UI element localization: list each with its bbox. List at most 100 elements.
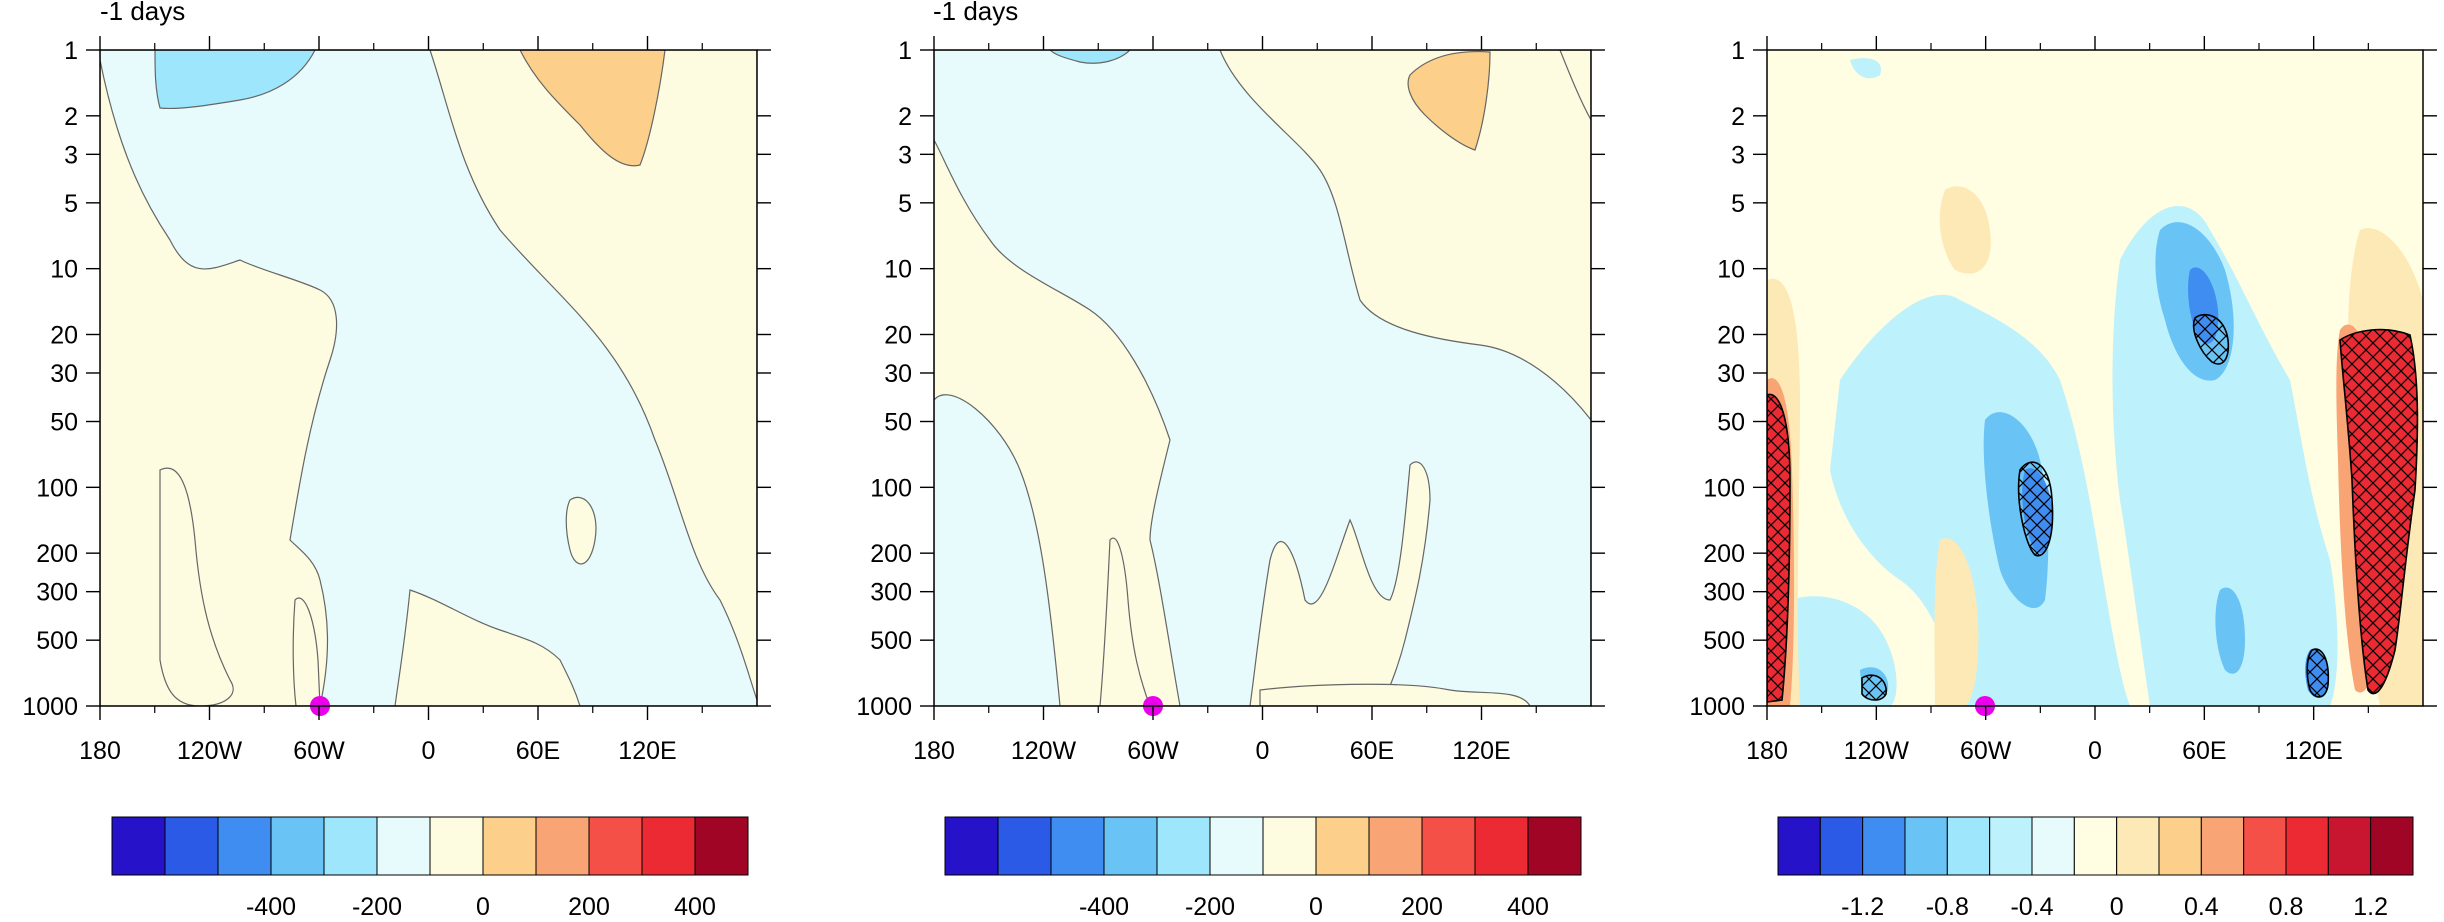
x-tick-label: 60W [293,737,345,765]
colorbar-swatch [694,816,749,876]
x-tick-label: 60W [1127,737,1179,765]
plot-area [933,49,1592,716]
colorbar-label: -1.2 [1841,893,1884,917]
colorbar-label: 400 [1507,893,1549,917]
region-moderate-negative [1983,412,2049,609]
region-below-200 [154,50,316,110]
x-tick-label: 60E [1350,737,1394,765]
significance-hatching [1861,674,1887,701]
colorbar-swatch [1315,816,1370,876]
region-positive-small [565,496,597,565]
colorbar-swatch [641,816,696,876]
y-tick-label: 300 [1703,579,1745,607]
colorbar-swatch [997,816,1052,876]
colorbar-swatch [535,816,590,876]
y-tick-label: 20 [1717,321,1745,349]
colorbar-swatch [1474,816,1529,876]
colorbar: -400 -200 0 200 400 [944,816,1582,921]
colorbar-swatch [1946,816,1991,876]
x-tick-label: 120W [177,737,243,765]
y-tick-label: 200 [36,540,78,568]
y-tick-label: 5 [1731,190,1745,218]
colorbar-label: -400 [1079,893,1129,917]
y-tick-label: 100 [1703,474,1745,502]
y-tick-label: 100 [36,474,78,502]
colorbar-swatch [1103,816,1158,876]
y-tick-label: 300 [36,579,78,607]
significance-hatching [2017,461,2054,557]
region-weak-positive [1939,186,1991,274]
colorbar-swatch [482,816,537,876]
y-tick-label: 100 [870,474,912,502]
colorbar-swatch [1989,816,2033,876]
colorbar-label: -400 [246,893,296,917]
y-tick-label: 10 [50,256,78,284]
y-tick-label: 1000 [22,693,78,721]
colorbar-label: 0 [2110,893,2124,917]
colorbar-swatch [323,816,378,876]
colorbar-swatch [270,816,325,876]
region-negative-west [934,394,1061,706]
x-tick-label: 0 [422,737,436,765]
x-tick-label: 60E [516,737,560,765]
colorbar-swatch [1262,816,1317,876]
colorbar-swatch [429,816,484,876]
y-tick-label: 5 [64,190,78,218]
colorbar-swatch [1527,816,1582,876]
region-above-200 [519,50,666,167]
panel-title: -1 days [100,0,185,26]
x-tick-label: 0 [2088,737,2102,765]
colorbar-swatch [1862,816,1906,876]
region-positive-inlet [1099,537,1151,706]
region-weak-positive [1934,538,1979,706]
colorbar-label: 0.8 [2269,893,2304,917]
y-tick-label: 10 [884,256,912,284]
x-tick-label: 60W [1960,737,2012,765]
region-negative [934,50,1591,706]
region-positive-west [159,467,234,706]
colorbar-swatch [2073,816,2118,876]
region-positive-ridge [1259,683,1531,706]
colorbar-swatch [1819,816,1864,876]
colorbar-swatch [1156,816,1211,876]
colorbar-label: -0.4 [2010,893,2053,917]
x-tick-label: 0 [1256,737,1270,765]
y-tick-label: 30 [50,360,78,388]
region-weak-negative [1850,58,1881,79]
y-tick-label: 1 [64,37,78,65]
x-tick-label: 120E [618,737,676,765]
colorbar-swatch [1209,816,1264,876]
colorbar-swatch [2116,816,2160,876]
colorbar-label: 200 [1401,893,1443,917]
plot-area [99,49,758,716]
y-tick-label: 1000 [856,693,912,721]
y-tick-label: 2 [1731,103,1745,131]
colorbar-swatch [1904,816,1948,876]
x-tick-label: 120W [1011,737,1077,765]
colorbar-label: -200 [352,893,402,917]
significance-hatching [2306,648,2330,698]
colorbar-swatch [2285,816,2329,876]
x-tick-label: 120W [1844,737,1910,765]
x-tick-label: 120E [2284,737,2342,765]
region-above-200 [1407,51,1491,151]
colorbar-swatch [2243,816,2287,876]
colorbar-swatch [2031,816,2075,876]
colorbar: -400 -200 0 200 400 [111,816,749,921]
x-tick-label: 180 [913,737,955,765]
y-tick-label: 5 [898,190,912,218]
plot-area [1766,49,2424,716]
x-tick-label: 120E [1452,737,1510,765]
region-weak-negative [1830,294,2130,706]
region-below-200 [1049,50,1131,64]
y-tick-label: 50 [1717,409,1745,437]
y-tick-label: 2 [898,103,912,131]
colorbar-label: 200 [568,893,610,917]
